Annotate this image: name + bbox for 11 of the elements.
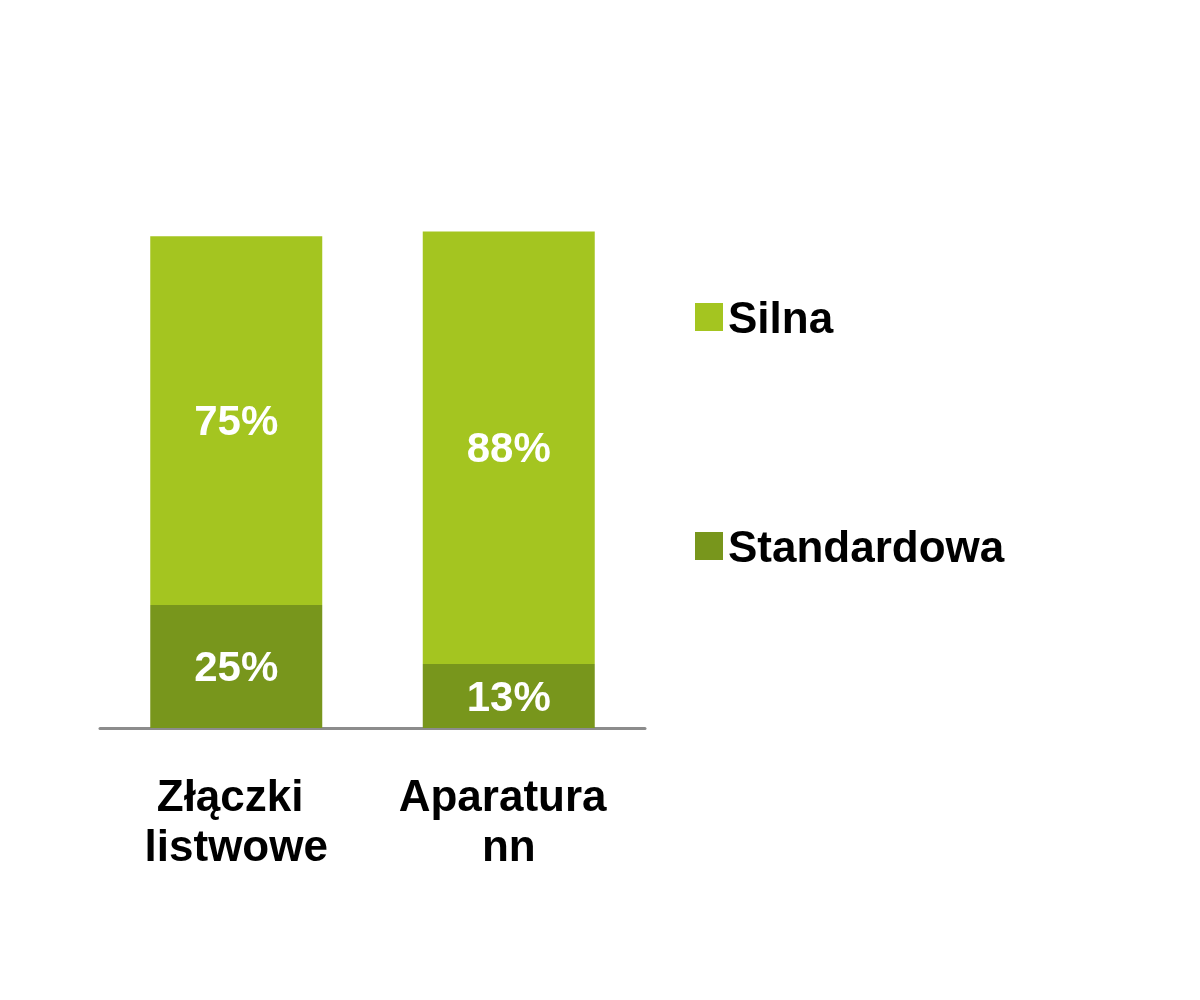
data-label: 88% <box>466 424 551 472</box>
bar <box>150 236 323 606</box>
data-label: 75% <box>194 397 279 445</box>
legend-label: Silna <box>728 292 834 342</box>
legend-label: Standardowa <box>728 521 1005 571</box>
x-tick-label: Złączki listwowe <box>144 770 328 870</box>
data-label: 13% <box>466 672 551 720</box>
data-label: 25% <box>194 643 279 691</box>
x-tick-label: Aparatura nn <box>398 770 619 870</box>
bar <box>422 231 595 665</box>
bar <box>150 605 323 728</box>
